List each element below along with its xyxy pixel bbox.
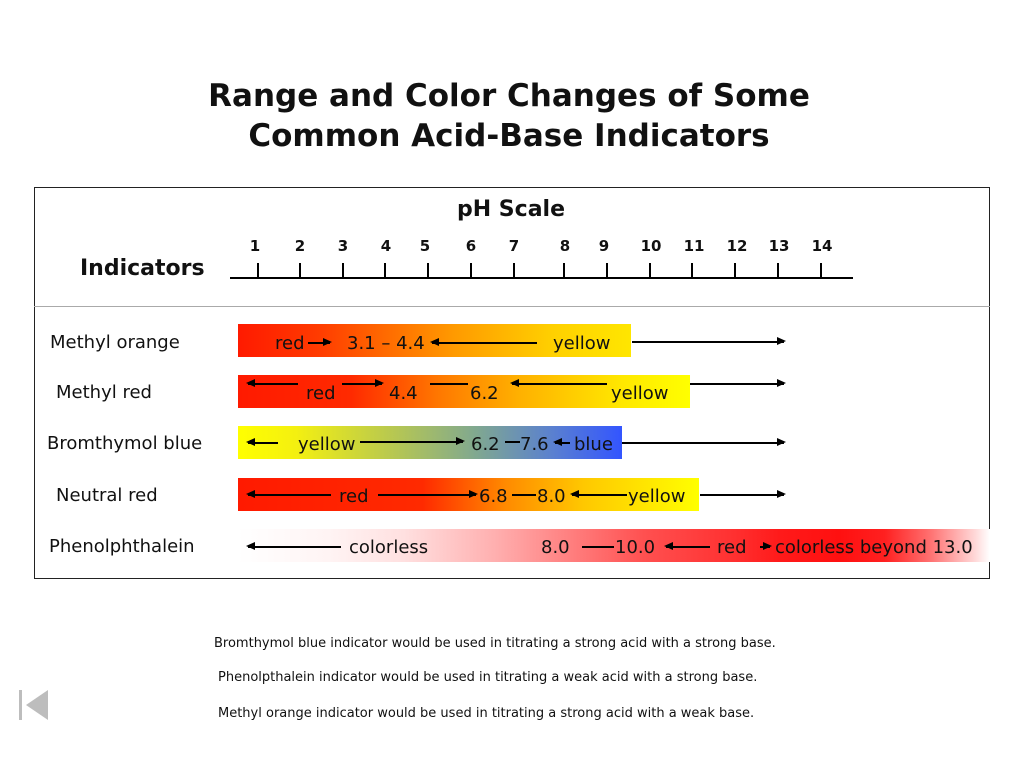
tick [299,263,301,278]
arrow-left-icon [664,543,710,549]
tick [691,263,693,278]
transition-value: 6.2 [470,383,499,404]
title-line-2: Common Acid-Base Indicators [248,118,770,154]
color-label: colorless beyond 13.0 [775,537,973,558]
color-label: red [717,537,747,558]
tick-label: 13 [768,237,790,255]
arrow-right-icon [308,339,332,345]
tick-label: 1 [249,237,261,255]
tick [777,263,779,278]
note-phenolphthalein: Phenolpthalein indicator would be used i… [218,670,758,685]
color-label: red [306,383,336,404]
indicator-name: Methyl orange [50,332,180,353]
range-line [430,383,468,385]
transition-value: 6.8 [479,486,508,507]
tick [427,263,429,278]
transition-value: 10.0 [615,537,656,558]
tick-label: 2 [294,237,306,255]
tick-label: 14 [811,237,833,255]
tick-label: 9 [598,237,610,255]
skip-back-icon [19,690,48,720]
arrow-left-icon [570,491,627,497]
arrow-left-icon [246,543,341,549]
transition-value: 8.0 [541,537,570,558]
range-line [582,546,614,548]
tick [734,263,736,278]
arrow-right-icon [342,380,384,386]
color-range-bar [238,375,690,408]
tick [606,263,608,278]
tick [563,263,565,278]
indicator-name: Bromthymol blue [47,433,203,454]
tick [649,263,651,278]
transition-value: 4.4 [389,383,418,404]
color-label: red [339,486,369,507]
arrow-left-icon [510,380,607,386]
transition-value: 6.2 [471,434,500,455]
note-bromthymol: Bromthymol blue indicator would be used … [214,636,776,651]
color-label: yellow [298,434,356,455]
arrow-left-icon [246,491,331,497]
color-label: yellow [628,486,686,507]
color-label: yellow [611,383,669,404]
color-label: red [275,333,305,354]
indicators-header: Indicators [80,256,205,281]
arrow-right-icon [622,439,786,445]
ph-scale-title: pH Scale [456,197,565,222]
transition-value: 8.0 [537,486,566,507]
arrow-left-icon [430,339,537,345]
tick-label: 5 [419,237,431,255]
tick-label: 6 [465,237,477,255]
color-label: colorless [349,537,429,558]
skip-back-button[interactable] [18,689,50,721]
tick [513,263,515,278]
arrow-right-icon [632,338,786,344]
tick-label: 12 [726,237,748,255]
note-methyl-orange: Methyl orange indicator would be used in… [218,706,755,721]
title-line-1: Range and Color Changes of Some [208,78,810,114]
arrow-left-icon [553,439,570,445]
transition-range-label: 3.1 – 4.4 [347,333,425,354]
arrow-right-icon [378,491,478,497]
indicator-name: Neutral red [56,485,158,506]
arrow-left-icon [246,439,278,445]
tick-label: 3 [337,237,349,255]
indicator-name: Phenolphthalein [49,536,195,557]
tick-label: 4 [380,237,392,255]
tick [384,263,386,278]
chart-frame [34,187,990,579]
page-title: Range and Color Changes of Some Common A… [0,76,1018,156]
arrow-right-icon [760,543,772,549]
tick [257,263,259,278]
tick-label: 7 [508,237,520,255]
tick [342,263,344,278]
tick-label: 10 [640,237,662,255]
color-label: yellow [553,333,611,354]
tick-label: 11 [683,237,705,255]
color-label: blue [574,434,613,455]
tick-label: 8 [559,237,571,255]
arrow-right-icon [360,438,465,444]
transition-value: 7.6 [520,434,549,455]
arrow-right-icon [700,491,786,497]
arrow-left-icon [246,380,298,386]
tick [820,263,822,278]
indicator-name: Methyl red [56,382,152,403]
range-line [512,494,536,496]
range-line [505,441,520,443]
header-divider [34,306,990,307]
tick [470,263,472,278]
color-range-bar [238,529,990,562]
arrow-right-icon [690,380,786,386]
axis-line [230,277,853,279]
